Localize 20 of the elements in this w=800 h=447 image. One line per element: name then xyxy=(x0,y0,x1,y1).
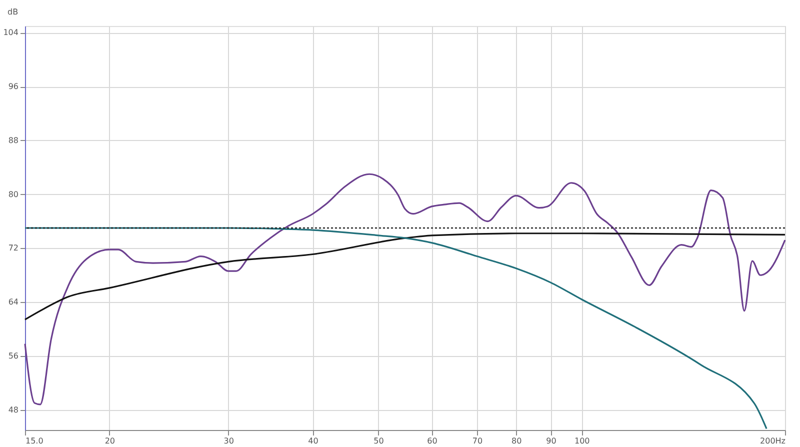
x-tick-label: 20 xyxy=(104,436,115,446)
x-tick-label: 30 xyxy=(224,436,234,446)
y-tick-label: 72 xyxy=(8,244,18,253)
x-tick-label: 80 xyxy=(512,436,522,446)
x-tick-label: 50 xyxy=(374,436,384,446)
y-tick-label: 56 xyxy=(8,351,18,360)
y-axis-title: dB xyxy=(8,8,18,16)
y-tick-label: 48 xyxy=(8,405,18,414)
x-tick-label: 60 xyxy=(427,436,438,446)
y-tick-label: 96 xyxy=(8,82,18,92)
x-tick-label: 200Hz xyxy=(760,436,786,446)
x-tick-label: 90 xyxy=(546,436,556,446)
x-tick-label: 15.0 xyxy=(26,436,44,446)
y-tick-label: 64 xyxy=(8,298,18,307)
x-tick-label: 100 xyxy=(574,436,590,446)
x-tick-label: 70 xyxy=(472,436,483,446)
x-tick-label: 40 xyxy=(308,436,318,446)
y-tick-label: 80 xyxy=(8,190,18,199)
y-tick-label: 88 xyxy=(8,136,18,145)
y-tick-label: 104 xyxy=(3,28,18,38)
